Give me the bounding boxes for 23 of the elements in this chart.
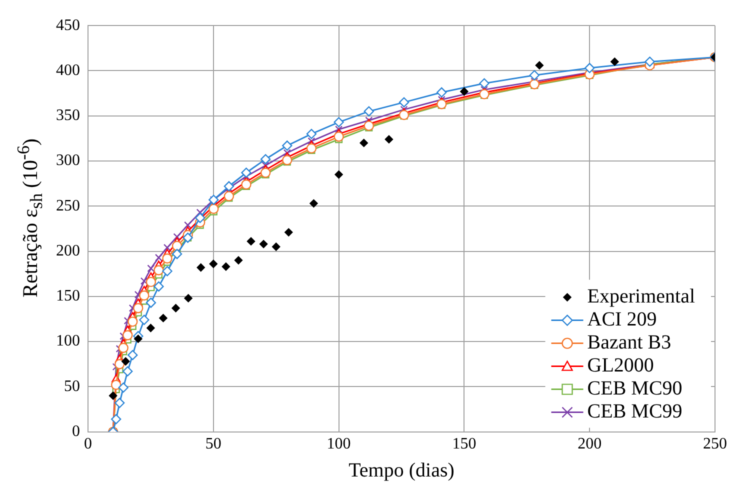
y-tick-label: 100: [56, 332, 80, 350]
y-tick-label: 400: [56, 62, 80, 79]
x-tick-label: 200: [578, 436, 602, 453]
legend-label: Bazant B3: [587, 332, 672, 354]
y-tick-label: 350: [56, 107, 80, 124]
y-tick-label: 0: [72, 423, 80, 440]
y-tick-label: 250: [56, 197, 80, 214]
x-tick-label: 250: [703, 436, 727, 453]
x-tick-label: 0: [84, 436, 92, 453]
legend-label: CEB MC90: [587, 378, 682, 400]
legend-label: CEB MC99: [587, 400, 682, 423]
x-tick-label: 100: [326, 436, 351, 453]
legend-label: Experimental: [587, 286, 696, 308]
x-axis-title: Tempo (dias): [348, 459, 454, 482]
y-tick-label: 450: [56, 16, 80, 34]
y-tick-label: 150: [56, 288, 80, 305]
x-tick-label: 50: [205, 436, 222, 453]
y-tick-label: 200: [56, 242, 80, 260]
legend-label: GL2000: [587, 354, 654, 377]
x-tick-label: 150: [452, 436, 476, 453]
y-tick-label: 50: [64, 378, 80, 395]
legend-label: ACI 209: [587, 308, 657, 331]
y-tick-label: 300: [56, 152, 80, 170]
